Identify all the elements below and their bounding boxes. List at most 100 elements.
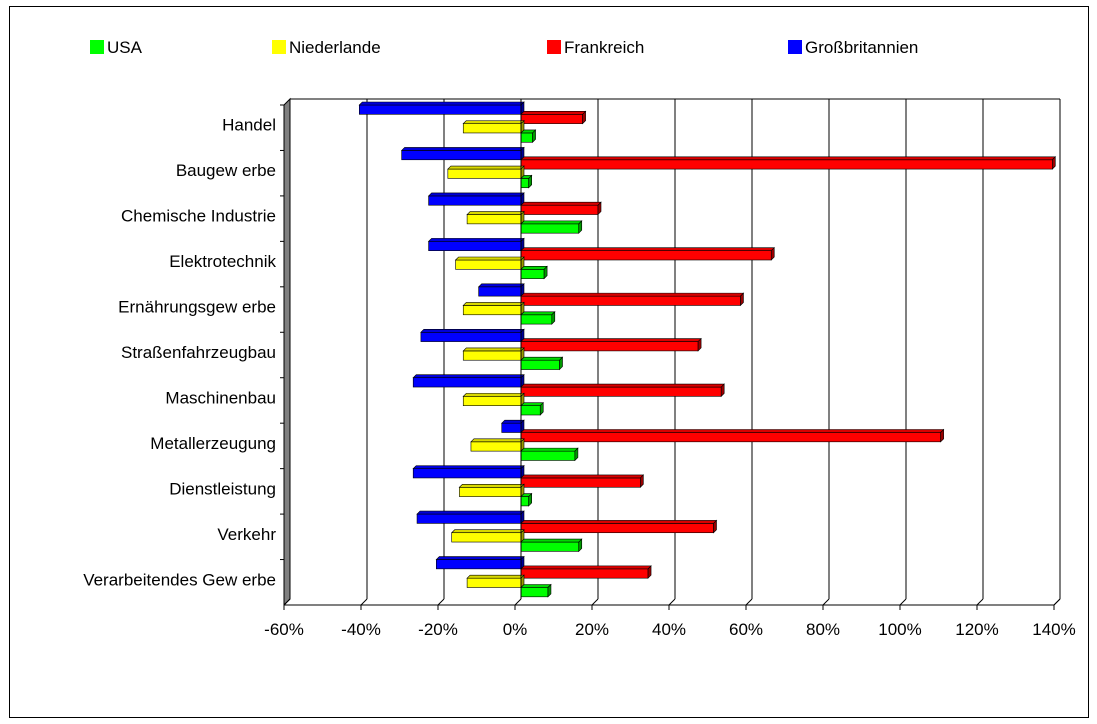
bar-top bbox=[520, 474, 645, 479]
legend: USA Niederlande Frankreich Großbritannien bbox=[90, 38, 918, 57]
bar-front bbox=[520, 132, 533, 143]
bar-front bbox=[459, 486, 522, 497]
bar-grobritannien bbox=[420, 328, 525, 343]
bar-niederlande bbox=[462, 119, 525, 134]
x-tick-label: -60% bbox=[264, 620, 304, 639]
gridline-floor bbox=[899, 598, 907, 606]
category-label: Verarbeitendes Gew erbe bbox=[83, 570, 276, 589]
x-tick-label: 60% bbox=[729, 620, 763, 639]
category-label: Ernährungsgew erbe bbox=[118, 298, 276, 317]
bar-top bbox=[520, 338, 702, 342]
bar-front bbox=[428, 241, 522, 251]
bar-front bbox=[520, 405, 541, 416]
x-tick-label: -20% bbox=[418, 620, 458, 639]
bar-end bbox=[578, 538, 583, 553]
bar-top bbox=[520, 538, 583, 543]
bar-end bbox=[597, 201, 602, 216]
bar-top bbox=[462, 302, 525, 306]
tick-labels: -60% -40% -20% 0% 20% 40% 60% 80% 100% 120% 140% bbox=[264, 620, 1076, 639]
bar-top bbox=[458, 483, 525, 488]
bar-top bbox=[520, 311, 556, 316]
bar-frankreich bbox=[520, 246, 775, 261]
bar-end bbox=[547, 583, 552, 598]
bar-front bbox=[455, 259, 522, 270]
bar-niederlande bbox=[462, 392, 525, 407]
bar-frankreich bbox=[520, 383, 725, 398]
bar-top bbox=[462, 393, 525, 397]
bar-end bbox=[640, 474, 644, 488]
side-wall bbox=[283, 97, 291, 607]
bar-front bbox=[520, 496, 529, 507]
bar-end bbox=[578, 220, 583, 234]
bar-front bbox=[401, 150, 522, 161]
bar-top bbox=[412, 374, 525, 379]
bar-frankreich bbox=[520, 519, 718, 534]
x-tick-label: 20% bbox=[575, 620, 609, 639]
bar-front bbox=[520, 432, 941, 443]
bar-front bbox=[520, 450, 576, 461]
category-label: Metallerzeugung bbox=[150, 434, 276, 453]
bar-niederlande bbox=[447, 165, 525, 180]
bar-frankreich bbox=[520, 428, 945, 443]
floor-corner bbox=[1053, 598, 1061, 606]
gridline-floor bbox=[283, 598, 291, 606]
bar-top bbox=[520, 292, 745, 297]
bar-front bbox=[520, 587, 549, 598]
x-tick-label: 140% bbox=[1032, 620, 1075, 639]
bar-front bbox=[466, 214, 522, 225]
legend-label: Niederlande bbox=[289, 38, 381, 57]
bar-usa bbox=[520, 538, 583, 553]
bar-top bbox=[454, 256, 525, 261]
bar-front bbox=[462, 350, 522, 361]
bar-front bbox=[520, 523, 714, 534]
category-label: Verkehr bbox=[217, 525, 276, 544]
bar-end bbox=[770, 246, 775, 261]
bar-front bbox=[428, 195, 522, 206]
category-label: Baugew erbe bbox=[176, 161, 276, 180]
gridline-floor bbox=[437, 598, 445, 606]
bar-front bbox=[412, 377, 522, 388]
bar-niederlande bbox=[462, 347, 525, 361]
bar-grobritannien bbox=[477, 283, 525, 297]
category-label: Handel bbox=[222, 116, 276, 135]
bar-front bbox=[520, 204, 599, 215]
bar-front bbox=[451, 532, 522, 543]
legend-swatch bbox=[788, 40, 802, 54]
bar-end bbox=[532, 129, 536, 143]
bar-top bbox=[520, 111, 587, 115]
legend-swatch bbox=[90, 40, 104, 54]
x-tick-label: 80% bbox=[806, 620, 840, 639]
bar-front bbox=[466, 577, 522, 588]
bar-frankreich bbox=[520, 110, 587, 125]
bar-chart: Handel Baugew erbe Chemische Industrie Elek… bbox=[83, 38, 1076, 639]
chart-frame: Handel Baugew erbe Chemische Industrie Elek… bbox=[9, 6, 1089, 718]
bar-top bbox=[358, 101, 525, 106]
bar-front bbox=[520, 359, 560, 370]
bar-front bbox=[478, 286, 522, 297]
bar-top bbox=[400, 147, 525, 151]
bar-usa bbox=[520, 356, 564, 371]
gridline-floor bbox=[745, 598, 753, 606]
bar-grobritannien bbox=[435, 555, 525, 570]
bar-top bbox=[520, 247, 775, 251]
bar-front bbox=[520, 114, 583, 124]
bar-end bbox=[528, 492, 533, 507]
bar-top bbox=[466, 211, 525, 215]
bar-top bbox=[477, 283, 525, 288]
bar-usa bbox=[520, 311, 556, 325]
bar-usa bbox=[520, 220, 583, 234]
bar-front bbox=[447, 168, 522, 179]
bar-front bbox=[462, 305, 522, 316]
bar-end bbox=[551, 311, 556, 325]
bar-front bbox=[520, 341, 699, 352]
category-label: Straßenfahrzeugbau bbox=[121, 343, 276, 362]
bar-grobritannien bbox=[358, 101, 525, 116]
gridline-floor bbox=[822, 598, 830, 606]
bar-niederlande bbox=[454, 256, 525, 271]
bar-niederlande bbox=[466, 210, 525, 225]
bar-top bbox=[520, 565, 652, 570]
bar-top bbox=[416, 510, 525, 515]
bar-usa bbox=[520, 447, 579, 462]
bar-top bbox=[450, 529, 525, 534]
bar-front bbox=[520, 568, 649, 579]
